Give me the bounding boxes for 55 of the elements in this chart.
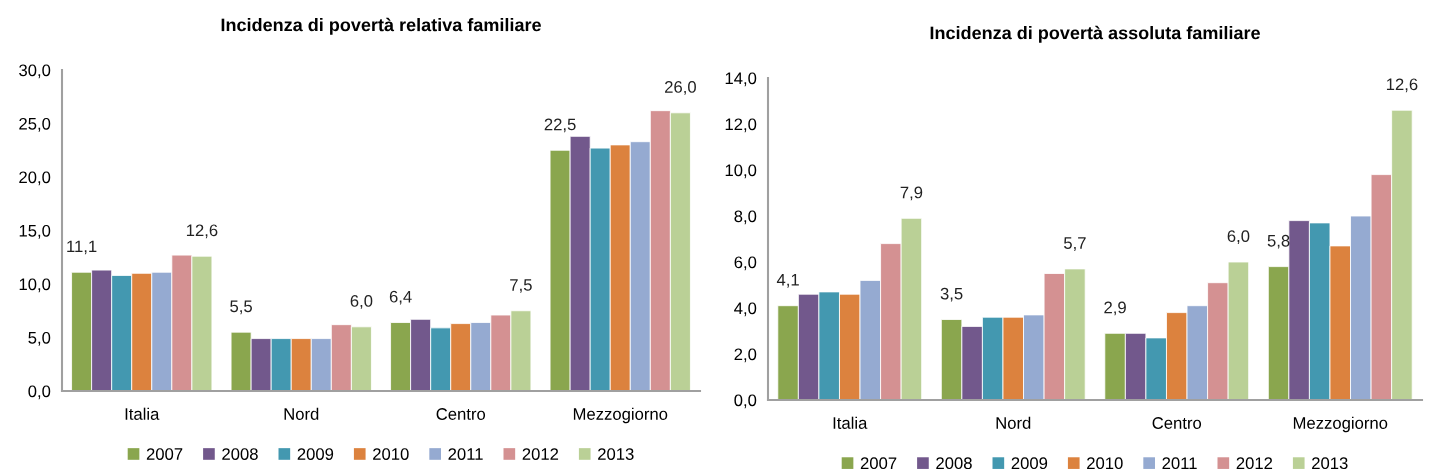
x-tick-label: Italia	[833, 416, 868, 429]
data-label: 7,5	[510, 279, 532, 293]
y-tick-label: 12,0	[725, 118, 757, 133]
y-tick-label: 2,0	[734, 348, 757, 363]
x-tick-label: Centro	[1152, 417, 1202, 429]
x-tick-label: Mezzogiorno	[573, 407, 668, 424]
y-tick-label: 0,0	[28, 385, 51, 400]
x-tick-label: Mezzogiorno	[1293, 416, 1388, 433]
x-tick-label: Nord	[284, 407, 319, 420]
y-tick-label: 10,0	[19, 278, 51, 293]
x-tick-label: Italia	[125, 407, 160, 420]
legend-label: 2011	[448, 448, 483, 460]
data-label: 22,5	[544, 118, 576, 133]
data-label: 6,0	[350, 295, 373, 309]
data-label: 6,4	[389, 290, 412, 305]
y-tick-label: 30,0	[19, 64, 51, 79]
legend-label: 2010	[1087, 457, 1123, 470]
data-label: 5,7	[1064, 237, 1086, 251]
data-label: 12,6	[1386, 78, 1418, 93]
data-label: 3,5	[940, 287, 963, 302]
y-tick-label: 10,0	[725, 164, 757, 179]
y-tick-label: 20,0	[19, 171, 51, 186]
x-tick-label: Nord	[996, 416, 1031, 429]
legend-label: 2008	[222, 448, 258, 460]
legend-label: 2013	[1312, 457, 1348, 470]
y-tick-label: 0,0	[734, 394, 757, 409]
data-label: 2,9	[1104, 301, 1126, 316]
y-tick-label: 25,0	[19, 117, 51, 132]
y-tick-label: 5,0	[28, 331, 51, 346]
y-tick-label: 8,0	[734, 210, 757, 225]
data-label: 11,1	[67, 240, 97, 255]
legend-label: 2008	[936, 457, 972, 470]
data-label: 6,0	[1227, 230, 1250, 245]
y-tick-label: 15,0	[19, 224, 51, 239]
chart-title: Incidenza di povertà assoluta familiare	[930, 25, 1260, 43]
chart-title: Incidenza di povertà relativa familiare	[221, 17, 541, 35]
legend-label: 2009	[297, 448, 334, 460]
y-tick-label: 4,0	[734, 302, 757, 317]
data-label: 7,9	[900, 186, 923, 201]
x-tick-label: Centro	[436, 408, 486, 420]
legend-label: 2007	[146, 448, 183, 460]
data-label: 5,8	[1267, 234, 1290, 249]
data-label: 5,5	[230, 300, 252, 315]
legend-label: 2013	[598, 448, 634, 460]
legend-label: 2012	[1236, 457, 1273, 470]
legend-label: 2010	[373, 448, 409, 460]
y-tick-label: 14,0	[725, 72, 757, 87]
data-label: 26,0	[665, 81, 696, 95]
legend-label: 2011	[1162, 457, 1197, 470]
data-label: 12,6	[186, 224, 218, 239]
legend-label: 2009	[1011, 457, 1048, 470]
legend-label: 2007	[860, 457, 897, 470]
y-tick-label: 6,0	[734, 256, 757, 271]
data-label: 4,1	[776, 274, 799, 288]
legend-label: 2012	[522, 448, 559, 460]
